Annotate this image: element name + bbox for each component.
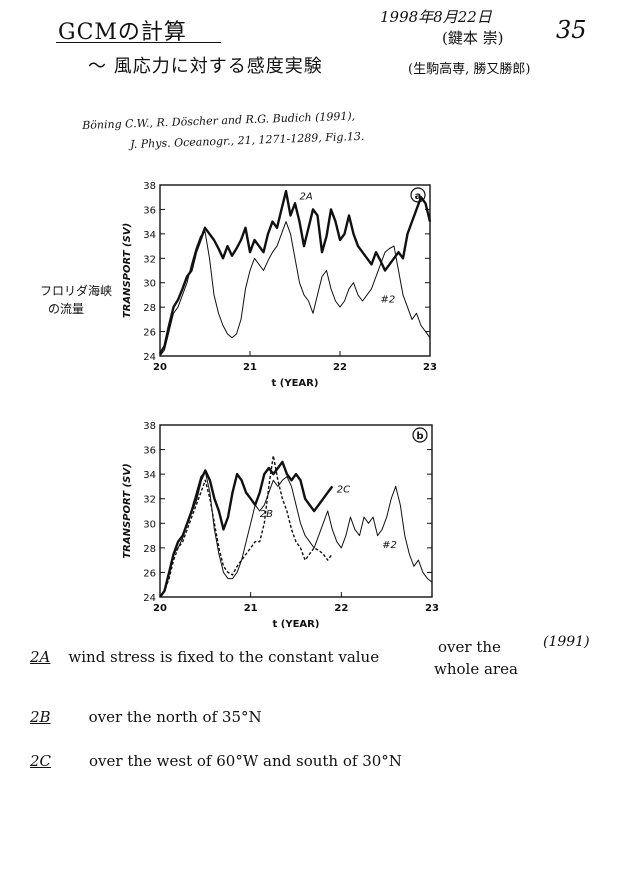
series-line-n2 <box>159 471 433 598</box>
page-title: GCMの計算 <box>58 20 187 45</box>
y-tick-label: 28 <box>143 303 156 314</box>
citation-line-2: J. Phys. Oceanogr., 21, 1271-1289, Fig.1… <box>130 129 365 151</box>
y-tick-label: 30 <box>143 519 156 530</box>
panel-label-circle <box>412 427 428 443</box>
y-tick-label: 38 <box>143 421 156 432</box>
plot-frame <box>159 184 431 357</box>
series-line-n2 <box>159 221 431 357</box>
note-2a-id: 2A <box>30 648 51 666</box>
x-tick-label: 21 <box>244 603 258 614</box>
note-2b-id: 2B <box>30 708 51 726</box>
y-axis-label: TRANSPORT (SV) <box>122 223 133 318</box>
chart-a-svg: 24 26 28 30 32 34 36 38 20 21 22 23 t (YEAR) TRANSPOR… <box>122 181 437 389</box>
note-2a-extra2: whole area <box>434 660 518 678</box>
x-tick-label: 23 <box>425 603 439 614</box>
x-tick-label: 20 <box>153 603 167 614</box>
margin-note: フロリダ海峡 の流量 <box>40 282 112 318</box>
note-2c-id: 2C <box>30 752 52 770</box>
series-label-2B: 2B <box>260 509 273 520</box>
title-underline <box>56 42 221 43</box>
x-tick-label: 21 <box>243 362 257 373</box>
chart-b: 24 26 28 30 32 34 36 38 20 21 22 23 t (YEAR) TRANSPOR… <box>110 413 440 639</box>
chart-b-svg: 24 26 28 30 32 34 36 38 20 21 22 23 t (YEAR) TRANSPOR… <box>122 421 439 630</box>
chart-a: 24 26 28 30 32 34 36 38 20 21 22 23 t (YEAR) TRANSPOR… <box>110 172 440 396</box>
y-tick-label: 34 <box>143 470 156 481</box>
series-line-2C <box>159 460 334 598</box>
y-tick-label: 28 <box>143 544 156 555</box>
note-2b-text: over the north of 35°N <box>88 708 262 726</box>
y-tick-label: 32 <box>143 495 156 506</box>
series-label-n2: #2 <box>381 294 396 305</box>
plot-frame <box>159 424 433 598</box>
x-tick-label: 22 <box>334 603 348 614</box>
note-2a: 2A wind stress is fixed to the constant v… <box>30 648 379 666</box>
y-tick-label: 36 <box>143 205 156 216</box>
series-label-2C: 2C <box>337 485 350 496</box>
y-tick-label: 24 <box>143 593 156 604</box>
y-tick-label: 38 <box>143 181 156 192</box>
author: (鍵本 崇) <box>442 29 504 47</box>
margin-note-line-2: の流量 <box>48 302 85 316</box>
series-label-2A: 2A <box>300 192 313 203</box>
note-2a-year: (1991) <box>543 634 590 650</box>
page-number: 35 <box>556 16 587 44</box>
affiliation: (生駒高専, 勝又勝郎) <box>408 62 531 77</box>
y-tick-label: 24 <box>143 352 156 363</box>
citation-line-1: Böning C.W., R. Döscher and R.G. Budich … <box>82 109 356 132</box>
y-tick-label: 26 <box>143 568 156 579</box>
x-tick-label: 23 <box>423 362 437 373</box>
series-label-n2: #2 <box>382 540 397 551</box>
y-tick-label: 32 <box>143 254 156 265</box>
note-2a-extra: over the <box>438 638 501 656</box>
y-tick-label: 36 <box>143 446 156 457</box>
y-tick-label: 30 <box>143 279 156 290</box>
page-subtitle: ～ 風応力に対する感度実験 <box>88 56 323 77</box>
x-tick-label: 20 <box>153 362 167 373</box>
y-tick-label: 26 <box>143 328 156 339</box>
x-axis-label: t (YEAR) <box>273 619 320 630</box>
margin-note-line-1: フロリダ海峡 <box>40 284 113 298</box>
series-line-2B <box>159 455 333 598</box>
x-axis-label: t (YEAR) <box>272 378 319 389</box>
y-axis-label: TRANSPORT (SV) <box>122 463 133 558</box>
note-2c: 2C over the west of 60°W and south of 30°… <box>30 752 402 770</box>
panel-label: a <box>415 191 422 202</box>
note-2c-text: over the west of 60°W and south of 30°N <box>89 752 402 770</box>
panel-label: b <box>416 431 423 442</box>
note-2a-text: wind stress is fixed to the constant val… <box>68 648 380 666</box>
note-2b: 2B over the north of 35°N <box>30 708 262 726</box>
x-tick-label: 22 <box>333 362 347 373</box>
y-tick-label: 34 <box>143 230 156 241</box>
date: 1998年8月22日 <box>380 8 492 26</box>
series-line-2A <box>158 189 432 355</box>
